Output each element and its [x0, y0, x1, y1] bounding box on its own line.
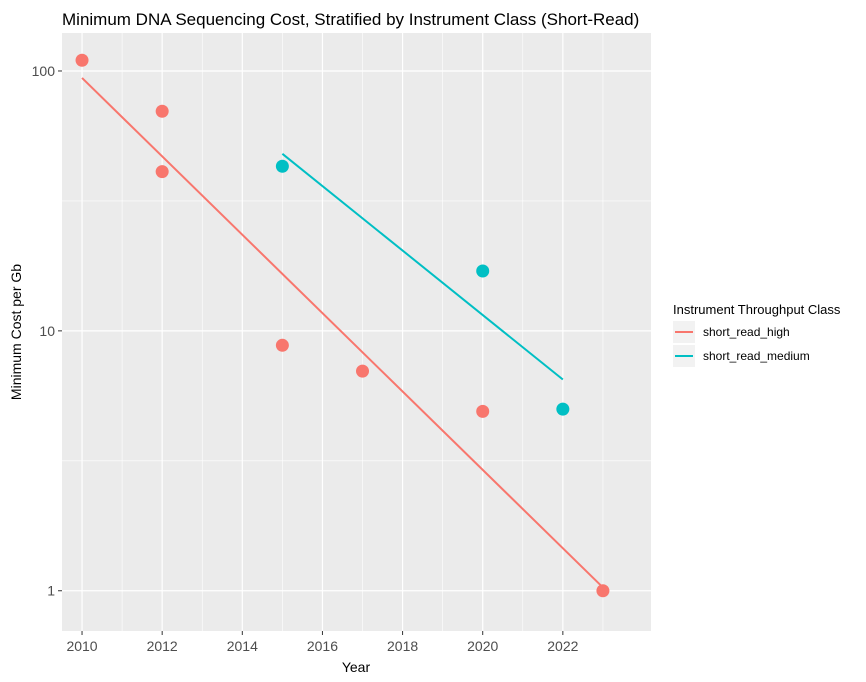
y-axis-title: Minimum Cost per Gb: [8, 264, 24, 400]
data-points: [75, 53, 610, 598]
x-tick-label: 2010: [66, 638, 97, 654]
point-short_read_high: [75, 53, 89, 67]
chart-title: Minimum DNA Sequencing Cost, Stratified …: [62, 10, 639, 29]
point-short_read_medium: [556, 402, 570, 416]
point-short_read_high: [356, 364, 370, 378]
y-tick-label: 10: [39, 323, 55, 339]
x-axis-title: Year: [342, 659, 371, 675]
point-short_read_high: [155, 165, 169, 179]
x-tick-label: 2012: [147, 638, 178, 654]
fit-lines: [81, 77, 604, 589]
point-short_read_high: [275, 338, 289, 352]
y-tick-label: 100: [32, 63, 56, 79]
y-tick-label: 1: [47, 583, 55, 599]
legend: Instrument Throughput Class short_read_h…: [673, 302, 841, 367]
plot-panel: [62, 33, 651, 631]
fit-line-short_read_high: [81, 77, 604, 589]
y-axis-ticks: 1 10 100: [32, 63, 62, 599]
x-tick-label: 2020: [467, 638, 498, 654]
point-short_read_medium: [275, 159, 289, 173]
x-tick-label: 2014: [227, 638, 258, 654]
fit-line-short_read_medium: [281, 153, 564, 381]
point-short_read_high: [476, 404, 490, 418]
legend-label-short_read_medium: short_read_medium: [703, 349, 810, 363]
point-short_read_high: [155, 104, 169, 118]
legend-label-short_read_high: short_read_high: [703, 325, 790, 339]
x-tick-label: 2016: [307, 638, 338, 654]
point-short_read_high: [596, 584, 610, 598]
x-tick-label: 2018: [387, 638, 418, 654]
point-short_read_medium: [476, 264, 490, 278]
major-gridlines: [62, 33, 651, 631]
legend-title: Instrument Throughput Class: [673, 302, 841, 317]
minor-gridlines: [62, 33, 651, 631]
x-axis-ticks: 2010 2012 2014 2016 2018 2020 2022: [66, 631, 579, 654]
x-tick-label: 2022: [547, 638, 578, 654]
